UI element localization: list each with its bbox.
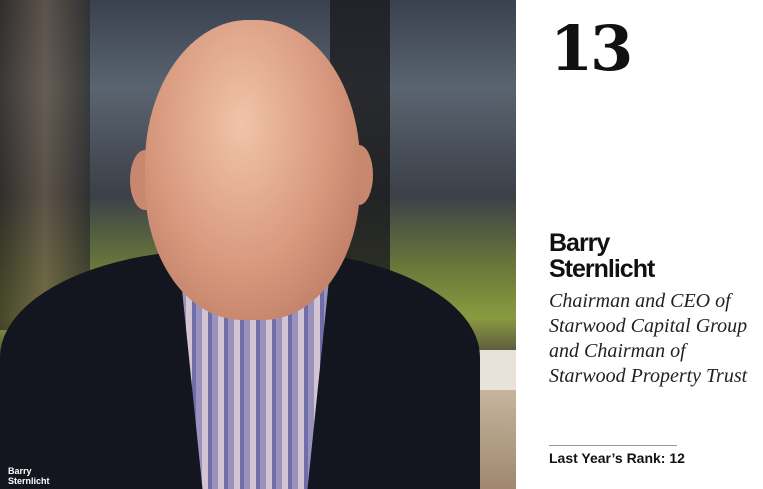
portrait-photo: Barry Sternlicht xyxy=(0,0,516,489)
rank-number: 13 xyxy=(550,12,633,85)
person-title: Chairman and CEO of Starwood Capital Gro… xyxy=(549,290,748,387)
person-name: Barry Sternlicht xyxy=(549,229,655,283)
name-line: Sternlicht xyxy=(549,255,655,283)
photo-caption: Barry Sternlicht xyxy=(8,466,50,486)
head xyxy=(145,20,360,320)
divider xyxy=(549,445,677,446)
name-line: Barry xyxy=(549,229,610,257)
caption-line: Barry xyxy=(8,466,32,476)
caption-line: Sternlicht xyxy=(8,476,50,486)
last-year-rank: Last Year’s Rank: 12 xyxy=(549,450,685,466)
